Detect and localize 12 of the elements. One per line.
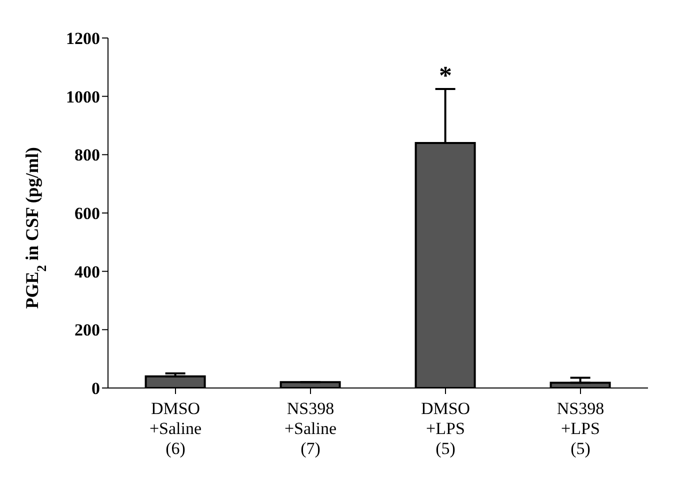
- x-tick-label: NS398 +LPS (5): [556, 399, 604, 458]
- y-tick-label: 0: [92, 379, 100, 398]
- y-tick-label: 1000: [66, 87, 100, 106]
- y-tick-label: 1200: [66, 29, 100, 48]
- x-tick-label: DMSO +Saline (6): [149, 399, 202, 458]
- y-tick-label: 400: [74, 262, 100, 282]
- x-tick-label: NS398 +Saline (7): [284, 399, 337, 458]
- y-tick-label: 200: [74, 320, 100, 340]
- x-tick-label: DMSO +LPS (5): [420, 399, 470, 458]
- annotation: *: [439, 61, 452, 90]
- y-tick-label: 600: [74, 204, 100, 224]
- y-tick-label: 800: [74, 146, 100, 165]
